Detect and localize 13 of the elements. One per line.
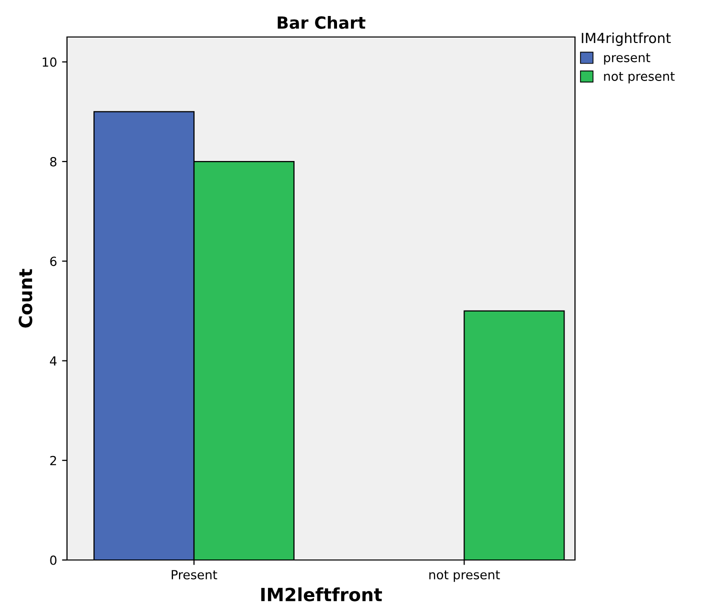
y-tick-label: 0 [50, 555, 56, 565]
legend-label: present [604, 53, 650, 65]
chart-title: Bar Chart [278, 16, 366, 29]
y-tick-label: 2 [50, 456, 56, 466]
y-tick-label: 10 [42, 57, 56, 67]
legend-title: IM4rightfront [582, 32, 671, 46]
y-tick-label: 4 [50, 356, 57, 366]
x-axis-title: IM2leftfront [261, 587, 382, 602]
y-axis-title: Count [18, 268, 32, 328]
x-tick-label: Present [172, 570, 218, 580]
legend-label: not present [604, 72, 675, 84]
y-tick-label: 6 [50, 256, 56, 266]
y-tick-label: 8 [50, 156, 56, 166]
